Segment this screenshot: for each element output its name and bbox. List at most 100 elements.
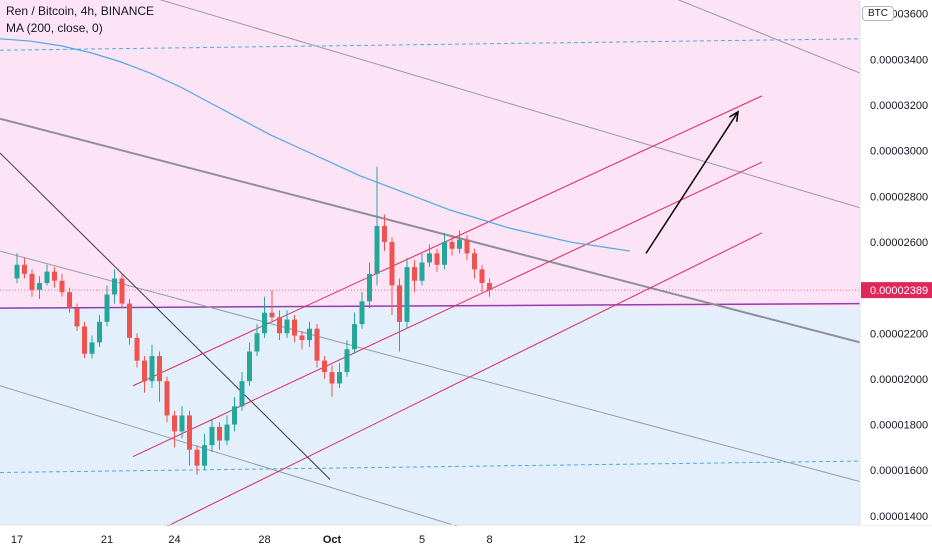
candle[interactable]	[112, 269, 117, 304]
candle[interactable]	[142, 356, 147, 393]
candle[interactable]	[179, 406, 185, 439]
candle[interactable]	[59, 273, 65, 297]
candle[interactable]	[239, 372, 245, 411]
candle[interactable]	[479, 264, 485, 293]
candle-body	[202, 445, 207, 466]
candle[interactable]	[397, 278, 402, 352]
candle[interactable]	[37, 276, 42, 300]
y-tick-label: 0.00003400	[870, 54, 928, 66]
candle[interactable]	[254, 324, 260, 357]
y-tick-label: 0.00001400	[870, 511, 928, 523]
candle[interactable]	[472, 248, 477, 279]
candle[interactable]	[299, 330, 305, 350]
candle[interactable]	[359, 292, 365, 329]
candle-body	[464, 239, 470, 254]
price-axis[interactable]: 0.000036000.000034000.000032000.00003000…	[861, 0, 932, 525]
candle[interactable]	[82, 321, 87, 359]
candle-body	[44, 271, 50, 284]
indicator-legend[interactable]: MA (200, close, 0)	[6, 21, 103, 35]
candle-body	[67, 292, 72, 309]
candle[interactable]	[457, 230, 462, 254]
candle[interactable]	[232, 397, 237, 432]
candle-body	[397, 285, 402, 322]
candle-body	[449, 241, 455, 249]
dashed-resistance	[0, 38, 861, 51]
candle[interactable]	[329, 365, 335, 398]
candle-body	[359, 301, 365, 325]
candle[interactable]	[262, 296, 267, 338]
candle[interactable]	[209, 420, 215, 452]
candle-body	[232, 406, 237, 425]
candle[interactable]	[157, 351, 162, 402]
candle[interactable]	[22, 257, 27, 279]
candle[interactable]	[442, 232, 447, 270]
candle[interactable]	[322, 356, 327, 379]
symbol-title[interactable]: Ren / Bitcoin, 4h, BINANCE	[6, 4, 155, 18]
candles[interactable]	[14, 166, 493, 475]
bottom-downtrend	[0, 385, 521, 547]
candle[interactable]	[194, 445, 200, 475]
candle[interactable]	[67, 287, 72, 313]
candle[interactable]	[164, 376, 170, 423]
candle[interactable]	[247, 342, 252, 386]
candle[interactable]	[127, 299, 132, 345]
candle[interactable]	[202, 433, 207, 471]
candle[interactable]	[337, 362, 342, 389]
ma-200-line	[0, 38, 631, 252]
candle[interactable]	[367, 262, 372, 309]
candle[interactable]	[269, 289, 275, 322]
candle[interactable]	[97, 315, 102, 347]
currency-badge[interactable]: BTC	[862, 6, 894, 21]
candle[interactable]	[412, 260, 417, 293]
candle-body	[134, 337, 140, 361]
candle[interactable]	[284, 310, 290, 338]
channel-lower	[164, 232, 763, 528]
candle[interactable]	[374, 166, 380, 286]
candle-body	[179, 415, 185, 432]
candle[interactable]	[29, 269, 35, 297]
candle[interactable]	[104, 285, 110, 327]
candle-body	[269, 312, 275, 318]
candle[interactable]	[487, 278, 492, 297]
candle-body	[59, 280, 65, 293]
candle-body	[322, 360, 327, 373]
candle[interactable]	[352, 312, 357, 354]
candle-body	[262, 312, 267, 334]
candle[interactable]	[404, 257, 410, 329]
candle[interactable]	[52, 267, 57, 288]
candle[interactable]	[89, 335, 95, 359]
candle-body	[157, 356, 162, 382]
candle[interactable]	[172, 410, 177, 448]
arrow-shaft	[645, 111, 739, 254]
candle[interactable]	[277, 310, 282, 341]
candle[interactable]	[382, 214, 387, 252]
candle[interactable]	[389, 237, 395, 315]
candle[interactable]	[314, 324, 320, 368]
y-tick-label: 0.00002800	[870, 191, 928, 203]
candle[interactable]	[307, 321, 312, 347]
candle[interactable]	[434, 248, 440, 272]
candle-body	[239, 381, 245, 407]
candle[interactable]	[292, 315, 297, 343]
candle[interactable]	[449, 235, 455, 256]
candle[interactable]	[427, 244, 432, 268]
candle[interactable]	[74, 303, 80, 331]
time-axis[interactable]: 17 21 24 28 Oct 5 8 12	[0, 526, 932, 550]
candle-body	[284, 319, 290, 334]
candle-body	[187, 415, 192, 450]
candle[interactable]	[134, 333, 140, 368]
candle[interactable]	[464, 235, 470, 261]
candle[interactable]	[224, 415, 230, 446]
candle-body	[112, 278, 117, 295]
candle[interactable]	[217, 422, 222, 450]
candle[interactable]	[187, 410, 192, 466]
candle-body	[194, 449, 200, 466]
candle[interactable]	[14, 253, 20, 284]
candle[interactable]	[149, 344, 155, 389]
candle[interactable]	[44, 264, 50, 286]
candle[interactable]	[419, 253, 425, 286]
y-tick-label: 0.00003200	[870, 100, 928, 112]
candle[interactable]	[344, 340, 350, 377]
candle[interactable]	[119, 273, 125, 309]
